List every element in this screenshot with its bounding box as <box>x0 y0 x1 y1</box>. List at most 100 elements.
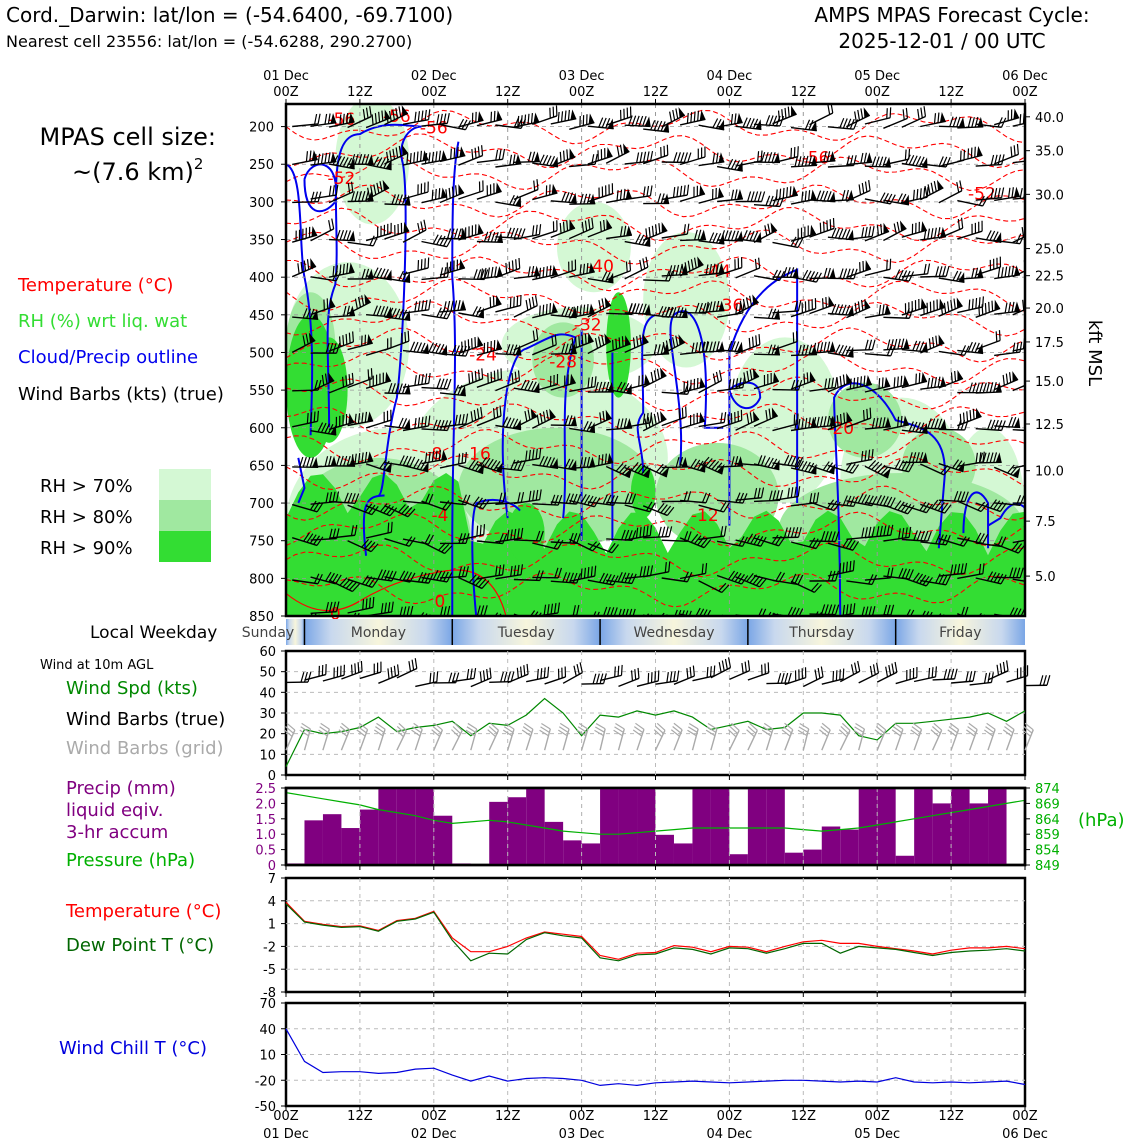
barb-feather <box>417 375 421 385</box>
bottom-hour-label: 12Z <box>938 1109 964 1124</box>
panel-value-label: 4 <box>268 895 276 910</box>
barb-feather <box>490 267 494 277</box>
barb-shaft <box>773 311 799 313</box>
pressure-tick-label: 450 <box>249 309 274 324</box>
barbs-grid-label: Wind Barbs (grid) <box>66 738 224 759</box>
barb-feather <box>303 228 309 238</box>
wind-barb <box>805 103 835 125</box>
wind-barb <box>788 224 816 241</box>
wind-barb <box>660 185 690 200</box>
top-date-label: 05 Dec <box>854 69 900 84</box>
barb-feather <box>779 109 785 119</box>
bottom-hour-label: 12Z <box>347 1109 373 1124</box>
barb-feather <box>562 192 566 202</box>
barb-feather <box>508 155 512 165</box>
barb-feather <box>450 187 457 197</box>
barb-feather <box>448 229 451 239</box>
barb-feather <box>448 149 453 159</box>
top-hour-label: 00Z <box>569 85 595 100</box>
wind-barb <box>476 149 506 162</box>
barb-feather <box>979 304 985 314</box>
pressure-tick-label: 400 <box>249 271 274 286</box>
barb-feather <box>443 267 447 277</box>
barb-feather <box>930 337 937 347</box>
barb-feather <box>930 228 934 238</box>
barb-shaft <box>403 383 429 387</box>
barb-feather <box>983 303 989 313</box>
barb-feather <box>662 527 665 537</box>
barb-feather <box>498 149 502 159</box>
pressure-tick-label: 500 <box>249 346 274 361</box>
barb-feather <box>928 302 934 312</box>
precip-bar <box>729 854 747 865</box>
barb-feather <box>658 194 661 204</box>
barb-feather <box>658 527 661 537</box>
panel-value-label: 20 <box>259 728 276 743</box>
barb-feather <box>1015 144 1021 154</box>
barb-feather <box>681 152 684 162</box>
barb-feather <box>806 300 812 310</box>
wind-barb <box>935 297 963 317</box>
barb-feather <box>413 375 417 385</box>
barb-feather <box>656 223 663 233</box>
barb-feather <box>427 299 431 309</box>
wind-barb <box>898 106 929 127</box>
barb-feather <box>1004 303 1008 313</box>
barb-feather <box>603 185 609 195</box>
barb-shaft <box>680 119 705 125</box>
precip-bar <box>360 810 378 865</box>
barb-feather <box>817 190 821 200</box>
barb-feather <box>686 185 691 195</box>
barb-feather <box>619 190 624 200</box>
bottom-date-label: 01 Dec <box>263 1127 309 1140</box>
bottom-date-label: 06 Dec <box>1002 1127 1048 1140</box>
barb-feather <box>769 115 773 125</box>
barb-feather <box>599 117 603 127</box>
barb-feather <box>472 148 478 158</box>
bottom-date-label: 05 Dec <box>854 1127 900 1140</box>
barb-feather <box>991 420 995 430</box>
barb-feather <box>972 342 976 352</box>
precip-bar <box>323 814 341 865</box>
barb-feather <box>768 152 771 162</box>
wind-barb <box>401 373 431 387</box>
barb-shaft <box>976 267 1001 275</box>
barb-feather <box>1028 608 1032 618</box>
barb-feather <box>314 114 318 124</box>
barb-feather <box>997 257 1003 267</box>
barb-feather <box>1030 187 1034 197</box>
barb-feather <box>1012 343 1016 353</box>
barb-feather <box>732 259 738 269</box>
temperature-contour-label: -32 <box>574 316 602 336</box>
temp-panel-label: Temperature (°C) <box>65 901 221 922</box>
barb-feather <box>756 334 762 344</box>
barb-feather <box>835 304 839 314</box>
barb-feather <box>532 152 535 162</box>
barb-feather <box>781 188 786 198</box>
barb-feather <box>884 108 889 118</box>
barb-feather <box>842 305 846 315</box>
panel-value-label: 50 <box>259 666 276 681</box>
barb-feather <box>800 192 805 202</box>
barb-feather <box>484 232 487 242</box>
precip-bar <box>822 827 840 866</box>
kft-tick-label: 35.0 <box>1035 145 1064 160</box>
panel-value-label: 40 <box>259 686 276 701</box>
barb-feather <box>776 111 782 121</box>
barb-feather <box>784 187 789 197</box>
barb-shaft <box>680 421 705 429</box>
barb-feather <box>839 228 843 238</box>
temperature-contour-label: -56 <box>420 118 448 138</box>
barb-feather <box>913 300 919 310</box>
top-hour-label: 00Z <box>864 85 890 100</box>
precip-bar <box>692 788 710 865</box>
pressure-tick-label: 700 <box>249 497 274 512</box>
barb-feather <box>956 219 963 229</box>
barb-feather <box>443 301 447 311</box>
bottom-hour-label: 00Z <box>273 1109 299 1124</box>
weekday-label: Thursday <box>788 625 854 641</box>
top-date-label: 06 Dec <box>1002 69 1048 84</box>
barb-shaft <box>625 267 648 279</box>
barb-shaft <box>920 276 946 277</box>
barb-shaft <box>292 202 318 203</box>
